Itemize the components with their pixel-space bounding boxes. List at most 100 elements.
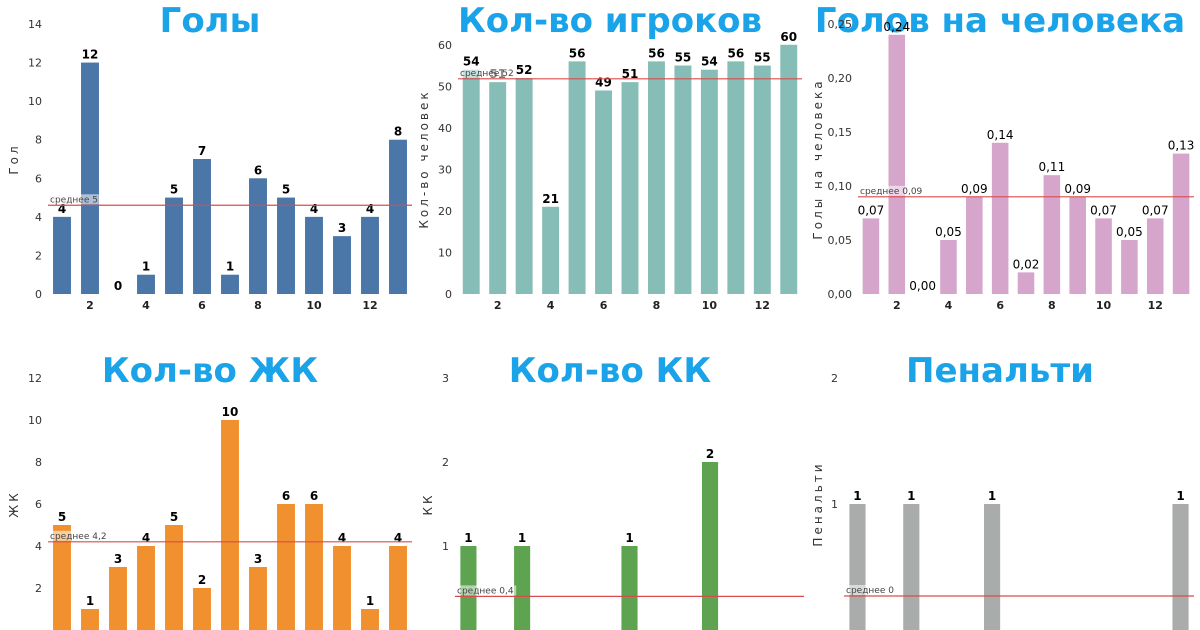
y-tick-label: 10 — [28, 95, 42, 108]
y-tick-label: 0 — [35, 288, 42, 301]
bar — [165, 525, 183, 630]
chart-panel-1: Голы Гол 0 2 4 6 8 10 12 14 4 12 0 1 5 7 1 6 5 4 3 4 8 2 4 6 8 10 12… — [7, 1, 412, 312]
bar — [903, 504, 920, 630]
bar — [462, 69, 480, 294]
bar — [940, 240, 957, 294]
bar — [991, 142, 1009, 294]
bar — [137, 546, 155, 630]
bar — [333, 236, 351, 294]
y-tick-label: 1 — [831, 498, 838, 511]
y-tick-label: 12 — [28, 57, 42, 70]
bar-value-label: 1 — [907, 489, 915, 503]
bar-value-label: 0,05 — [1116, 225, 1143, 239]
bar — [249, 567, 267, 630]
chart-title: Голы — [160, 1, 261, 41]
bar — [489, 82, 507, 295]
x-tick-label: 10 — [306, 299, 322, 312]
mean-label: среднее 0,4 — [457, 586, 514, 596]
bar — [1095, 218, 1112, 294]
mean-label: среднее 0 — [846, 586, 894, 596]
mean-label-bg — [858, 185, 925, 196]
x-tick-label: 2 — [893, 299, 901, 312]
chart-panel-2: Кол-во игроков Кол-во человек 0 10 20 30 40 50 6… — [417, 1, 802, 312]
bar-value-label: 4 — [366, 202, 374, 216]
y-tick-label: 2 — [442, 456, 449, 469]
mean-label-bg — [844, 584, 895, 595]
chart-title: Кол-во КК — [509, 351, 712, 391]
bar-value-label: 1 — [142, 260, 150, 274]
bar — [727, 61, 745, 295]
y-tick-label: 12 — [28, 372, 42, 385]
bar — [109, 567, 127, 630]
bar — [1146, 218, 1164, 294]
bar-value-label: 1 — [625, 531, 633, 545]
bar-value-label: 55 — [754, 51, 771, 65]
bar — [249, 178, 267, 294]
bar — [361, 609, 379, 630]
chart-title: Кол-во ЖК — [102, 351, 318, 391]
bar-value-label: 0,11 — [1038, 160, 1065, 174]
bar — [81, 62, 99, 295]
bar-value-label: 52 — [516, 63, 533, 77]
bar-value-label: 7 — [198, 144, 206, 158]
bar — [849, 504, 866, 630]
bar — [621, 546, 638, 630]
y-tick-label: 8 — [35, 134, 42, 147]
y-axis-label: ЖК — [7, 490, 21, 517]
bar-value-label: 4 — [58, 202, 66, 216]
y-tick-label: 2 — [831, 372, 838, 385]
bar-value-label: 1 — [86, 594, 94, 608]
bar-value-label: 0,09 — [961, 182, 988, 196]
mean-label: среднее 5 — [50, 195, 98, 205]
y-axis-label: КК — [421, 492, 435, 515]
bar-value-label: 8 — [394, 125, 402, 139]
bar-value-label: 3 — [338, 221, 346, 235]
bar-value-label: 1 — [853, 489, 861, 503]
x-tick-label: 10 — [702, 299, 718, 312]
y-axis-label: Пенальти — [811, 461, 825, 546]
mean-label: среднее 52 — [460, 69, 514, 79]
chart-panel-3: Голов на человека Голы на человека 0,00 0,0… — [811, 1, 1194, 312]
chart-panel-6: Пенальти Пенальти 1 2 1 1 1 1 среднее 0 — [811, 351, 1194, 630]
bar-value-label: 0,13 — [1168, 139, 1195, 153]
bar-value-label: 3 — [114, 552, 122, 566]
y-tick-label: 0,20 — [828, 72, 853, 85]
y-tick-label: 2 — [35, 249, 42, 262]
x-tick-label: 4 — [142, 299, 150, 312]
bar — [193, 588, 211, 630]
y-tick-label: 4 — [35, 540, 42, 553]
bar-value-label: 0,24 — [883, 20, 910, 34]
bar — [674, 65, 692, 295]
bar-value-label: 6 — [254, 163, 262, 177]
bar — [515, 78, 533, 294]
bar-value-label: 1 — [366, 594, 374, 608]
bar — [277, 197, 295, 294]
y-tick-label: 0 — [445, 288, 452, 301]
x-tick-label: 4 — [945, 299, 953, 312]
bar-value-label: 0,07 — [1090, 203, 1117, 217]
y-tick-label: 0,10 — [828, 180, 853, 193]
y-tick-label: 0,00 — [828, 288, 853, 301]
bar — [753, 65, 771, 295]
bar-value-label: 21 — [542, 192, 559, 206]
x-tick-label: 6 — [600, 299, 608, 312]
y-tick-label: 30 — [438, 163, 452, 176]
y-tick-label: 6 — [35, 172, 42, 185]
bar — [647, 61, 665, 295]
bar — [193, 159, 211, 294]
bar — [621, 82, 639, 295]
bar — [1017, 272, 1035, 294]
chart-title: Голов на человека — [815, 1, 1185, 41]
bar-value-label: 5 — [58, 510, 66, 524]
y-tick-label: 14 — [28, 18, 42, 31]
y-tick-label: 6 — [35, 498, 42, 511]
bar-value-label: 49 — [595, 75, 612, 89]
mean-label: среднее 4,2 — [50, 532, 107, 542]
bar — [1172, 153, 1190, 294]
bar-value-label: 1 — [518, 531, 526, 545]
y-tick-label: 60 — [438, 39, 452, 52]
bar — [221, 274, 239, 294]
bar-value-label: 60 — [780, 30, 797, 44]
y-tick-label: 0,15 — [828, 126, 853, 139]
